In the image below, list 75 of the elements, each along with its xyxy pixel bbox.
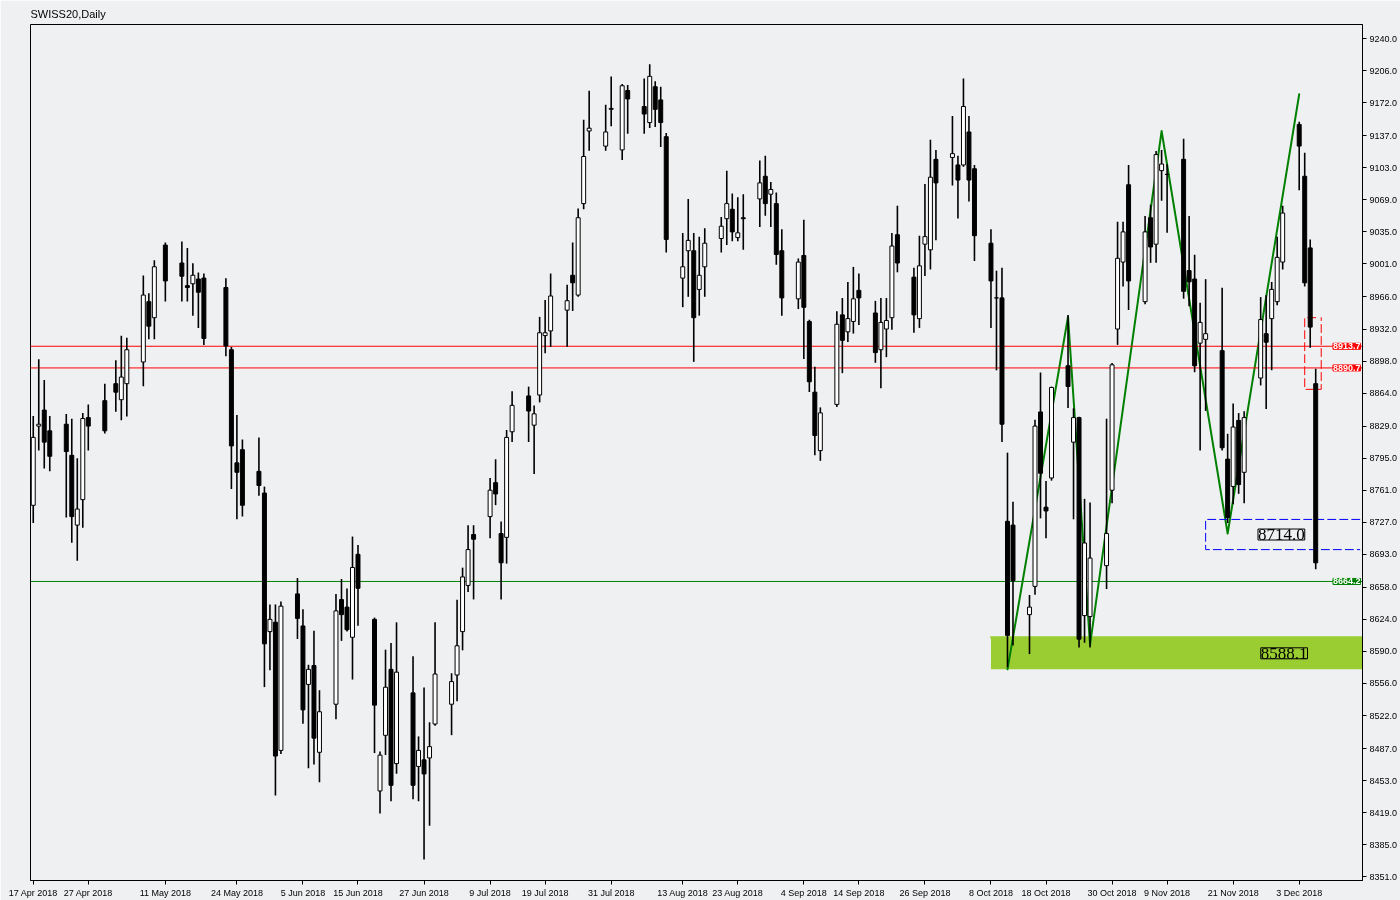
y-tick-label: 8487.0 [1369, 743, 1398, 754]
x-tick-label: 19 Jul 2018 [521, 887, 569, 898]
y-tick-label: 9137.0 [1369, 130, 1398, 141]
y-tick-label: 9103.0 [1369, 162, 1398, 173]
y-tick-label: 8658.0 [1369, 582, 1398, 593]
candlestick [526, 386, 532, 442]
x-tick-label: 4 Sep 2018 [780, 887, 827, 898]
candlestick [740, 194, 746, 250]
y-tick-label: 8693.0 [1369, 549, 1398, 560]
candlestick [256, 437, 262, 496]
x-tick-label: 13 Aug 2018 [657, 887, 708, 898]
y-tick-label: 8864.0 [1369, 388, 1398, 399]
y-tick-label: 8453.0 [1369, 775, 1398, 786]
ref-line-label: 8913.7 [1332, 341, 1361, 352]
candlestick [608, 76, 614, 127]
candlestick [949, 116, 955, 186]
y-tick-label: 8385.0 [1369, 839, 1398, 850]
x-tick-label: 17 Apr 2018 [8, 887, 58, 898]
y-tick-label: 8419.0 [1369, 807, 1398, 818]
y-tick-label: 9172.0 [1369, 97, 1398, 108]
x-tick-label: 21 Nov 2018 [1207, 887, 1259, 898]
y-tick-label: 8795.0 [1369, 453, 1398, 464]
x-tick-label: 3 Dec 2018 [1276, 887, 1323, 898]
x-tick-label: 31 Jul 2018 [587, 887, 635, 898]
y-tick-label: 9035.0 [1369, 226, 1398, 237]
y-tick-label: 9206.0 [1369, 65, 1398, 76]
y-tick-label: 8932.0 [1369, 324, 1398, 334]
candlestick [1043, 480, 1049, 539]
y-tick-label: 8590.0 [1369, 646, 1398, 657]
x-tick-label: 5 Jun 2018 [280, 887, 326, 898]
candlestick [586, 90, 592, 151]
x-tick-label: 27 Jun 2018 [399, 887, 449, 898]
candlestick [179, 241, 185, 302]
candlestick [427, 722, 433, 826]
candlestick [1027, 595, 1032, 655]
y-tick-label: 8761.0 [1369, 485, 1398, 496]
y-tick-label: 8522.0 [1369, 710, 1398, 721]
x-tick-label: 11 May 2018 [139, 887, 192, 898]
y-tick-label: 8727.0 [1369, 517, 1398, 528]
x-tick-label: 18 Oct 2018 [1021, 887, 1071, 898]
ref-line-label: 8664.2 [1332, 576, 1361, 587]
candlestick [531, 405, 537, 475]
ref-line-label: 8890.7 [1332, 362, 1361, 373]
candlestick [1296, 121, 1302, 191]
y-tick-label: 8966.0 [1369, 291, 1398, 302]
x-tick-label: 14 Sep 2018 [833, 887, 885, 898]
candlestick [680, 232, 686, 308]
x-tick-label: 27 Apr 2018 [63, 887, 113, 898]
x-tick-label: 8 Oct 2018 [968, 887, 1013, 898]
x-tick-label: 15 Jun 2018 [333, 887, 383, 898]
candlestick [1065, 315, 1071, 409]
chart-title: SWISS20,Daily [30, 7, 107, 20]
y-tick-label: 8829.0 [1369, 421, 1398, 432]
series-label: 8714.0 [1258, 525, 1305, 545]
x-tick-label: 24 May 2018 [210, 887, 263, 898]
y-tick-label: 9069.0 [1369, 194, 1398, 205]
y-tick-label: 9001.0 [1369, 258, 1398, 269]
y-tick-label: 8898.0 [1369, 356, 1398, 367]
candlestick [603, 104, 609, 151]
x-tick-label: 23 Aug 2018 [712, 887, 763, 898]
candlestick [184, 248, 190, 302]
candlestick [471, 525, 477, 600]
candlestick [718, 216, 724, 253]
x-tick-label: 9 Jul 2018 [469, 887, 511, 898]
y-tick-label: 9240.0 [1369, 33, 1398, 44]
series-label: 8588.1 [1260, 643, 1308, 663]
x-tick-label: 26 Sep 2018 [899, 887, 951, 898]
candlestick [449, 673, 455, 736]
y-tick-label: 8351.0 [1369, 871, 1398, 882]
y-tick-label: 8624.0 [1369, 614, 1398, 625]
y-tick-label: 8556.0 [1369, 678, 1398, 689]
x-tick-label: 30 Oct 2018 [1087, 887, 1137, 898]
candlestick [564, 284, 570, 347]
x-tick-label: 9 Nov 2018 [1144, 887, 1191, 898]
candlestick [702, 228, 708, 297]
